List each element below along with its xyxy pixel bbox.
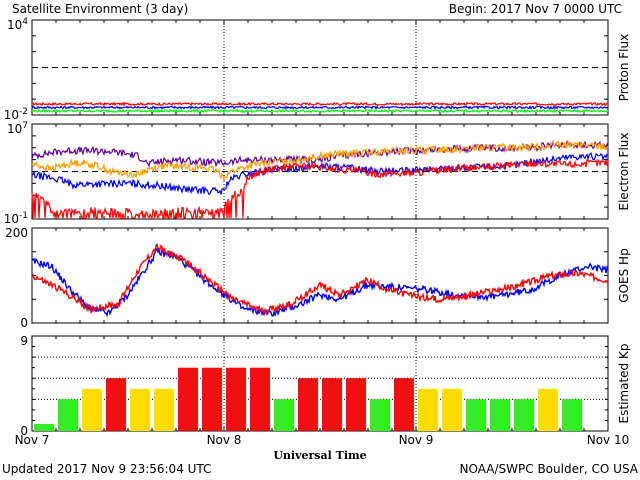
kp-bar (490, 399, 510, 431)
updated-timestamp: Updated 2017 Nov 9 23:56:04 UTC (2, 462, 211, 476)
panel-goes-hp: GOES Hp 200 0 (5, 226, 631, 330)
kp-bar (562, 399, 582, 431)
credit: NOAA/SWPC Boulder, CO USA (460, 462, 639, 476)
series-red (31, 158, 609, 221)
series-orange (31, 139, 609, 182)
kp-bar (346, 378, 366, 431)
panel-estimated-kp: Estimated Kp 9 0 (20, 334, 631, 438)
kp-bar (154, 388, 174, 431)
kp-bar (442, 388, 462, 431)
y-axis-label: Proton Flux (617, 34, 631, 101)
chart-title: Satellite Environment (3 day) (12, 2, 188, 16)
kp-bar (250, 367, 270, 431)
kp-bar (82, 388, 102, 431)
kp-bar (226, 367, 246, 431)
series-blue (31, 104, 609, 110)
y-tick-label: 0 (20, 316, 28, 330)
kp-bar (394, 378, 414, 431)
series-red (31, 101, 609, 107)
panel-electron-flux: Electron Flux 107 10-1 (4, 121, 631, 226)
kp-bar (34, 423, 54, 431)
y-tick-label: 9 (20, 334, 28, 348)
kp-bar (514, 399, 534, 431)
x-axis-label: Universal Time (273, 449, 366, 462)
kp-bar (466, 399, 486, 431)
kp-bar (178, 367, 198, 431)
y-tick-label: 104 (7, 17, 28, 32)
series-red (31, 242, 609, 317)
kp-bar (106, 378, 126, 431)
y-tick-label: 10-2 (4, 107, 28, 122)
kp-bar (322, 378, 342, 431)
series-blue (31, 247, 609, 318)
kp-bar (298, 378, 318, 431)
y-tick-label: 0 (20, 424, 28, 438)
y-tick-label: 107 (7, 121, 28, 136)
panel-frame (31, 19, 609, 116)
y-tick-label: 10-1 (4, 211, 28, 226)
x-axis-labels: Nov 7 Nov 8 Nov 9 Nov 10 Universal Time (15, 433, 630, 462)
x-tick-nov7: Nov 7 (15, 433, 50, 447)
y-axis-label: GOES Hp (617, 248, 631, 302)
y-tick-label: 200 (5, 226, 28, 240)
kp-bar (274, 399, 294, 431)
panel-proton-flux: Proton Flux 104 10-2 (4, 17, 631, 122)
panel-frame (31, 227, 609, 324)
y-axis-label: Electron Flux (617, 133, 631, 211)
kp-bar (130, 388, 150, 431)
kp-bar (202, 367, 222, 431)
kp-bar (538, 388, 558, 431)
kp-bar (58, 399, 78, 431)
x-tick-nov9: Nov 9 (399, 433, 434, 447)
kp-bar (370, 399, 390, 431)
begin-date: Begin: 2017 Nov 7 0000 UTC (449, 2, 622, 16)
x-tick-nov10: Nov 10 (587, 433, 630, 447)
series-green (31, 108, 609, 114)
y-axis-label: Estimated Kp (617, 344, 631, 424)
kp-bar (418, 388, 438, 431)
x-tick-nov8: Nov 8 (207, 433, 242, 447)
